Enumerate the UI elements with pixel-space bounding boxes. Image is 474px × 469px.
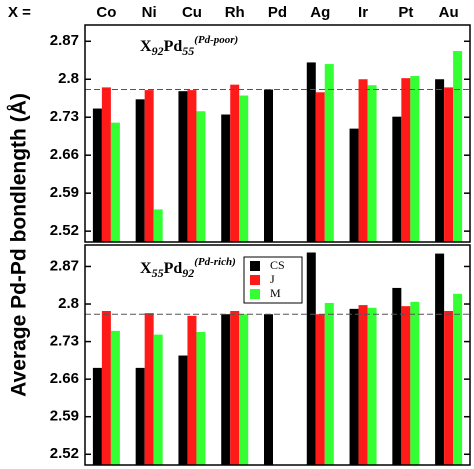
annotation-part: (Pd-rich) (194, 256, 236, 268)
bar (324, 302, 334, 465)
legend-swatch (250, 261, 260, 271)
bar (239, 314, 249, 465)
bar (315, 92, 325, 243)
annotation-part: Pd (164, 38, 183, 55)
y-tick-label: 2.66 (50, 146, 79, 163)
bar (187, 315, 197, 465)
bar (358, 305, 368, 465)
bar (349, 128, 359, 242)
bar (230, 311, 240, 465)
category-label: Ni (142, 4, 157, 21)
annotation-part: 92 (152, 44, 164, 58)
bar (435, 79, 445, 242)
annotation-part: 92 (182, 266, 194, 280)
legend-label: CS (270, 258, 285, 272)
category-label: Rh (225, 4, 245, 21)
category-label: Pd (268, 4, 287, 21)
bar (306, 62, 316, 243)
category-label: Ag (310, 4, 330, 21)
category-label: Cu (182, 4, 202, 21)
annotation-part: (Pd-poor) (194, 34, 238, 46)
bar (367, 307, 377, 465)
bar (239, 95, 249, 243)
y-tick-label: 2.87 (50, 32, 79, 49)
legend-swatch (250, 289, 260, 299)
y-tick-label: 2.52 (50, 222, 79, 239)
bar (392, 287, 402, 465)
bar (92, 367, 102, 465)
annotation-part: 55 (152, 266, 164, 280)
bar (349, 308, 359, 465)
bar (153, 334, 163, 465)
category-label: Ir (358, 4, 368, 21)
bar (178, 355, 188, 465)
bar (110, 330, 120, 465)
y-tick-label: 2.52 (50, 445, 79, 462)
bar (435, 253, 445, 465)
y-tick-label: 2.8 (58, 295, 79, 312)
y-tick-label: 2.73 (50, 108, 79, 125)
bar (401, 78, 411, 242)
bar (135, 99, 145, 242)
y-tick-label: 2.59 (50, 408, 79, 425)
bar (221, 314, 231, 465)
x-label: X = (8, 4, 31, 21)
y-tick-label: 2.87 (50, 257, 79, 274)
bar (187, 90, 197, 242)
bar (264, 314, 273, 465)
y-tick-label: 2.59 (50, 184, 79, 201)
bar (444, 311, 454, 465)
y-tick-label: 2.73 (50, 333, 79, 350)
bar (392, 116, 402, 242)
bar (367, 85, 377, 242)
panel-annotation: X55Pd92(Pd-rich) (140, 256, 236, 280)
legend-swatch (250, 275, 260, 285)
plot-frame (84, 244, 471, 466)
annotation-part: X (140, 38, 152, 55)
bar (401, 306, 411, 465)
bar (444, 87, 454, 242)
bar (153, 209, 163, 242)
bar (196, 331, 206, 465)
annotation-part: Pd (164, 260, 183, 277)
bar (264, 89, 273, 243)
legend-label: J (270, 272, 275, 286)
bar (453, 51, 463, 242)
category-label: Au (439, 4, 459, 21)
bar (144, 313, 154, 465)
bar (410, 75, 420, 243)
bar (135, 367, 145, 465)
bar (315, 314, 325, 465)
category-label: Pt (398, 4, 413, 21)
bar (453, 293, 463, 465)
bar (101, 87, 111, 242)
bar (221, 114, 231, 242)
annotation-part: 55 (182, 44, 194, 58)
bar (358, 79, 368, 242)
bar (110, 122, 120, 242)
annotation-part: X (140, 260, 152, 277)
y-tick-label: 2.66 (50, 370, 79, 387)
y-tick-label: 2.8 (58, 70, 79, 87)
bar (324, 64, 334, 242)
bar (230, 84, 240, 242)
plot-frame (84, 24, 471, 243)
bar (101, 311, 111, 465)
bar (196, 111, 206, 242)
bar (144, 90, 154, 242)
bar (92, 108, 102, 242)
panel-annotation: X92Pd55(Pd-poor) (140, 34, 238, 58)
bar (178, 91, 188, 242)
category-label: Co (96, 4, 116, 21)
y-label: Average Pd-Pd bondlength (Å) (7, 93, 31, 397)
bar (306, 252, 316, 465)
legend-label: M (270, 286, 281, 300)
bar (410, 301, 420, 465)
